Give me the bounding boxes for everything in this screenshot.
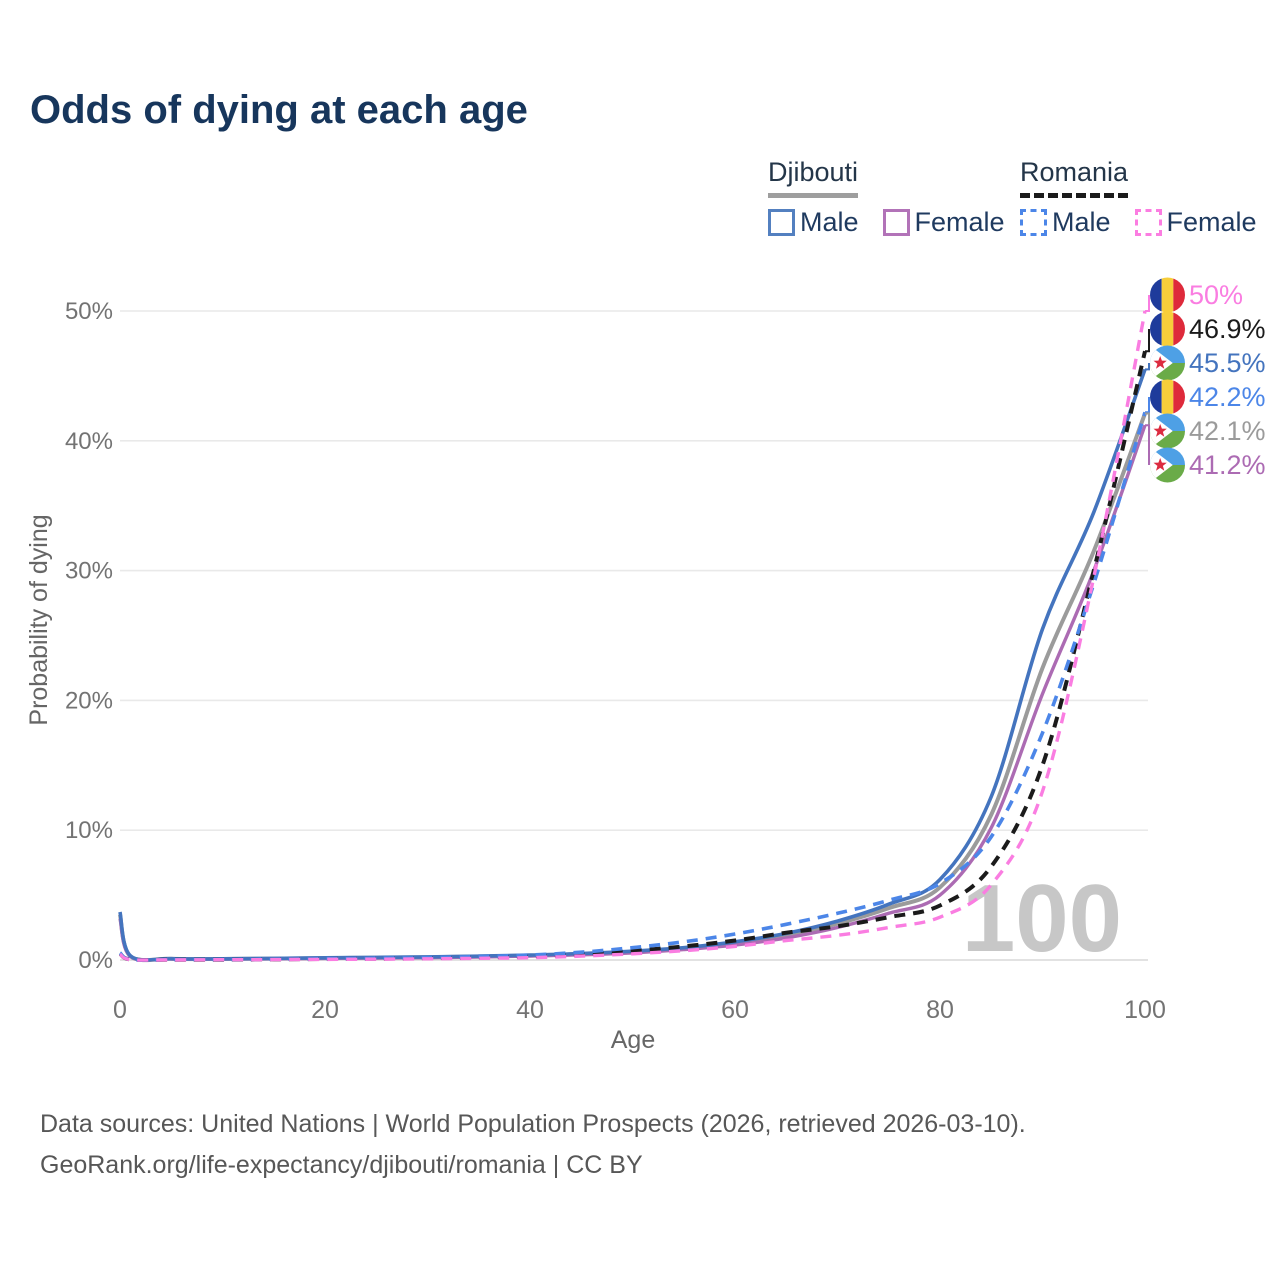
end-label-connector-romania-female [1145, 295, 1150, 312]
end-label-value-djibouti-male: 45.5% [1189, 348, 1266, 378]
footer-line-2: GeoRank.org/life-expectancy/djibouti/rom… [40, 1151, 643, 1179]
legend-item-djibouti-female[interactable]: Female [882, 206, 1005, 238]
x-tick-label: 80 [926, 996, 954, 1024]
y-tick-label: 40% [65, 428, 113, 455]
legend-item-label: Male [1052, 206, 1111, 237]
legend-item-label: Female [1166, 206, 1257, 237]
end-label-value-djibouti-both: 42.1% [1189, 416, 1266, 446]
y-tick-label: 0% [78, 947, 113, 974]
series-line-romania-male [118, 411, 1147, 962]
legend-item-label: Female [914, 206, 1005, 237]
end-label-connector-romania-male [1145, 397, 1150, 414]
legend-item-djibouti-male[interactable]: Male [768, 207, 859, 238]
djibouti-male-swatch-icon [768, 208, 795, 236]
end-label-value-romania-both: 46.9% [1189, 314, 1266, 344]
y-tick-label: 20% [65, 687, 113, 714]
legend-item-romania-male[interactable]: Male [1020, 207, 1111, 238]
end-label-value-romania-female: 50% [1189, 280, 1243, 310]
series-line-romania-both [118, 350, 1147, 963]
romania-flag-icon [1150, 379, 1185, 415]
footer-line-1: Data sources: United Nations | World Pop… [40, 1110, 1026, 1138]
x-axis-title: Age [611, 1026, 655, 1054]
age-counter-watermark: 100 [962, 865, 1122, 972]
x-tick-label: 100 [1124, 996, 1166, 1024]
page-title: Odds of dying at each age [30, 88, 528, 132]
end-label-connector-romania-both [1145, 329, 1150, 353]
djibouti-flag-icon [1150, 447, 1185, 483]
end-label-connector-djibouti-female [1145, 424, 1150, 465]
x-tick-label: 40 [516, 996, 544, 1024]
legend-group-romania: Romania Male Female [1020, 157, 1257, 238]
legend-country-romania[interactable]: Romania [1020, 157, 1129, 198]
djibouti-flag-icon [1150, 413, 1185, 449]
legend-item-label: Male [800, 206, 859, 237]
legend-country-djibouti[interactable]: Djibouti [768, 157, 859, 198]
romania-male-swatch-icon [1020, 208, 1047, 236]
end-label-value-romania-male: 42.2% [1189, 382, 1266, 412]
romania-flag-icon [1150, 311, 1185, 347]
data-source-footer: Data sources: United Nations | World Pop… [40, 1104, 1026, 1186]
djibouti-female-swatch-icon [882, 208, 910, 236]
romania-female-swatch-icon [1134, 208, 1162, 236]
y-tick-label: 50% [65, 298, 113, 325]
djibouti-flag-icon [1150, 345, 1185, 381]
romania-flag-icon [1150, 277, 1185, 313]
legend-item-romania-female[interactable]: Female [1134, 206, 1257, 238]
end-label-connector-djibouti-male [1145, 363, 1150, 371]
y-tick-label: 30% [65, 558, 113, 585]
y-tick-label: 10% [65, 817, 113, 844]
x-tick-label: 20 [311, 996, 339, 1024]
series-line-romania-female [118, 310, 1147, 962]
x-tick-label: 0 [113, 996, 127, 1024]
y-axis-title: Probability of dying [25, 514, 53, 725]
end-label-value-djibouti-female: 41.2% [1189, 450, 1266, 480]
legend-group-djibouti: Djibouti Male Female [768, 157, 1005, 238]
series-line-djibouti-male [118, 368, 1147, 962]
x-tick-label: 60 [721, 996, 749, 1024]
